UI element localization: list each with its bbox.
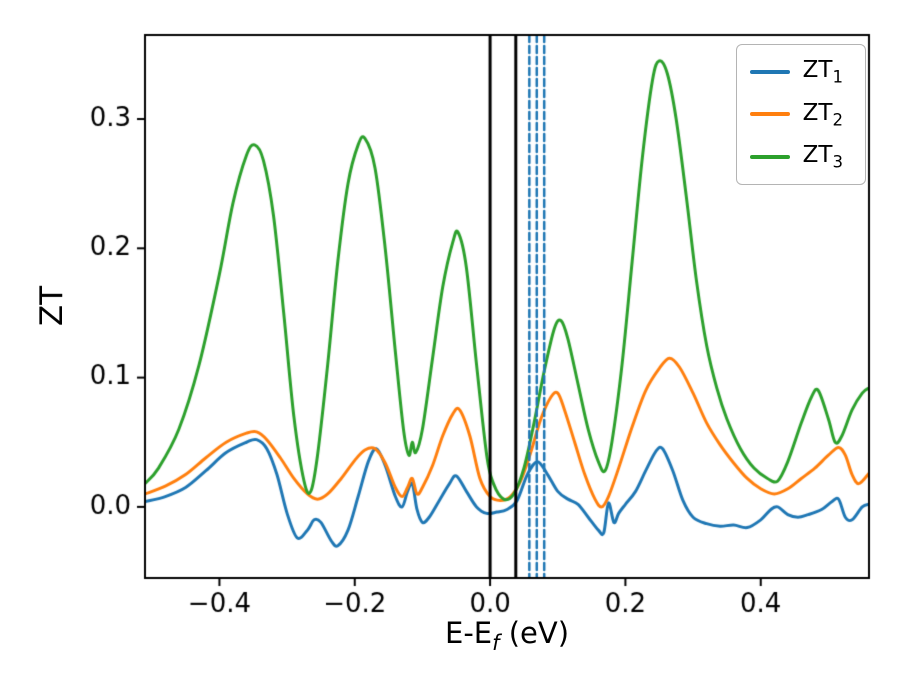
legend-label-zt3: ZT3	[802, 142, 843, 172]
x-axis-label-main: E-E	[444, 616, 493, 650]
x-axis-label: E-Ef (eV)	[445, 616, 569, 655]
x-axis-label-unit: (eV)	[499, 616, 570, 650]
y-axis-label: ZT	[34, 285, 70, 327]
legend-label-zt1: ZT1	[802, 57, 843, 87]
legend-line-swatch-zt1	[749, 69, 790, 74]
legend-item-zt2: ZT2	[749, 99, 843, 130]
legend-label-zt2: ZT2	[802, 99, 843, 130]
x-axis-label-sub: f	[492, 630, 500, 655]
legend-item-zt1: ZT1	[749, 57, 843, 87]
legend-line-swatch-zt3	[749, 154, 790, 159]
legend-item-zt3: ZT3	[749, 142, 843, 172]
legend: ZT1 ZT2 ZT3	[735, 44, 866, 185]
legend-line-swatch-zt2	[749, 112, 790, 117]
